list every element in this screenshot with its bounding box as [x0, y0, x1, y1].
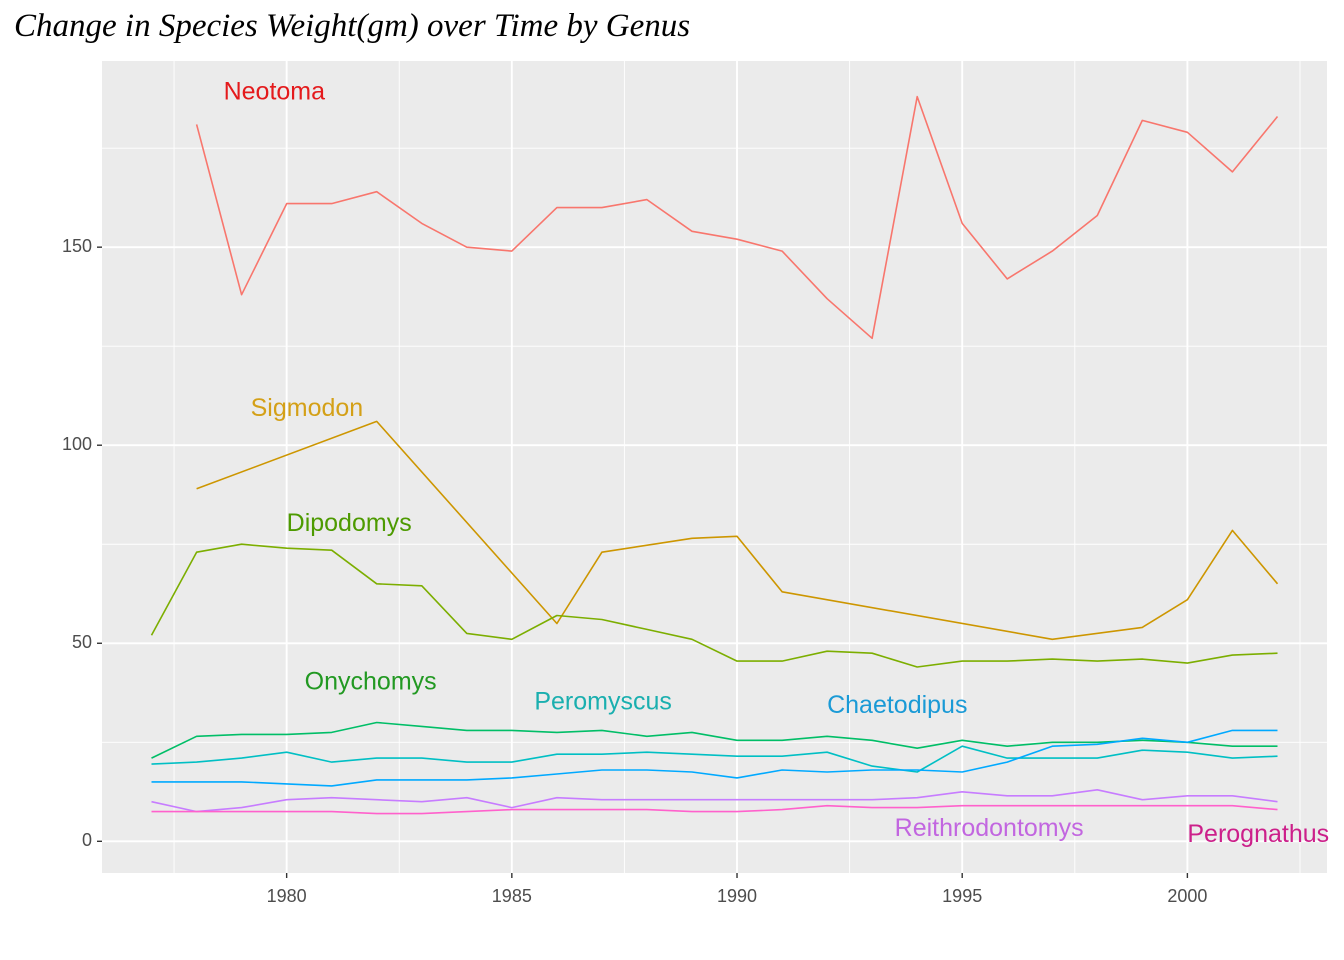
x-tick-label: 1980 [267, 886, 307, 906]
series-label-sigmodon: Sigmodon [251, 394, 364, 422]
y-tick-label: 100 [62, 434, 92, 454]
x-axis: 1980 1985 1990 1995 2000 [267, 873, 1207, 906]
y-axis: 0 50 100 150 [62, 236, 102, 850]
series-label-peromyscus: Peromyscus [534, 687, 672, 715]
series-line-reithrodontomys [151, 789, 1278, 813]
series-label-onychomys: Onychomys [305, 667, 437, 695]
series-lines [150, 95, 1279, 815]
y-tick-label: 0 [82, 830, 92, 850]
series-line-chaetodipus [151, 729, 1278, 787]
series-line-onychomys [151, 721, 1278, 759]
series-labels: Neotoma Sigmodon Dipodomys Onychomys Peromys… [224, 77, 1330, 848]
x-tick-label: 2000 [1167, 886, 1207, 906]
y-tick-label: 150 [62, 236, 92, 256]
series-label-neotoma: Neotoma [224, 77, 326, 105]
y-tick-label: 50 [72, 632, 92, 652]
series-line-peromyscus [151, 745, 1278, 773]
series-line-neotoma [195, 95, 1279, 340]
chart-title: Change in Species Weight(gm) over Time b… [14, 8, 691, 44]
plot-panel [102, 61, 1327, 873]
series-label-chaetodipus: Chaetodipus [827, 691, 967, 719]
series-label-perognathus: Perognathus [1187, 820, 1329, 848]
x-tick-label: 1995 [942, 886, 982, 906]
x-tick-label: 1990 [717, 886, 757, 906]
x-tick-label: 1985 [492, 886, 532, 906]
series-label-reithrodontomys: Reithrodontomys [895, 814, 1084, 842]
major-gridlines [102, 61, 1327, 873]
series-label-dipodomys: Dipodomys [287, 509, 412, 537]
series-line-dipodomys [150, 543, 1278, 668]
series-line-sigmodon [196, 420, 1279, 641]
series-line-perognathus [151, 804, 1278, 815]
